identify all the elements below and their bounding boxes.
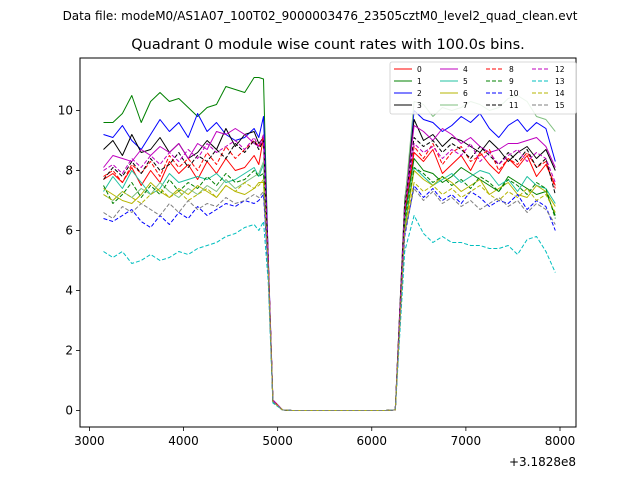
- legend-label-6: 6: [463, 89, 468, 98]
- legend-label-3: 3: [417, 101, 422, 110]
- series-line-2: [103, 110, 556, 411]
- y-tick-label: 2: [65, 344, 73, 358]
- legend-label-14: 14: [555, 89, 565, 98]
- x-tick-label: 8000: [545, 434, 576, 448]
- legend-label-15: 15: [555, 101, 565, 110]
- y-tick-label: 8: [65, 164, 73, 178]
- legend-label-12: 12: [555, 65, 565, 74]
- plot-frame: [79, 57, 577, 428]
- legend-label-5: 5: [463, 77, 468, 86]
- chart-title: Quadrant 0 module wise count rates with …: [131, 37, 525, 53]
- series-line-10: [103, 185, 556, 411]
- legend-label-0: 0: [417, 65, 422, 74]
- series-layer: [103, 77, 556, 411]
- series-line-5: [103, 164, 556, 411]
- legend-label-2: 2: [417, 89, 422, 98]
- series-line-13: [103, 215, 556, 411]
- legend-label-1: 1: [417, 77, 422, 86]
- legend-label-7: 7: [463, 101, 468, 110]
- y-tick-label: 0: [65, 404, 73, 418]
- suptitle: Data file: modeM0/AS1A07_100T02_90000034…: [63, 9, 578, 23]
- legend-label-10: 10: [509, 89, 519, 98]
- series-line-0: [103, 137, 556, 411]
- series-line-6: [103, 170, 556, 411]
- y-tick-label: 6: [65, 224, 73, 238]
- y-tick-label: 4: [65, 284, 73, 298]
- x-tick-label: 4000: [168, 434, 199, 448]
- series-line-15: [103, 188, 556, 411]
- series-line-11: [103, 137, 556, 411]
- legend-label-9: 9: [509, 77, 514, 86]
- legend-frame: [389, 61, 577, 115]
- x-tick-label: 5000: [262, 434, 293, 448]
- legend-label-11: 11: [509, 101, 519, 110]
- y-tick-label: 10: [58, 104, 73, 118]
- series-line-8: [103, 137, 556, 411]
- x-offset-label: +3.1828e8: [509, 455, 576, 469]
- x-axis: 3000 4000 5000 6000 7000 8000: [74, 427, 575, 448]
- series-line-9: [103, 167, 556, 411]
- x-tick-label: 3000: [74, 434, 105, 448]
- series-line-4: [103, 125, 556, 411]
- x-tick-label: 6000: [356, 434, 387, 448]
- legend-label-13: 13: [555, 77, 565, 86]
- series-line-14: [103, 179, 556, 411]
- y-axis: 0 2 4 6 8 10: [58, 104, 80, 418]
- legend-label-4: 4: [463, 65, 468, 74]
- series-line-1: [103, 77, 556, 411]
- legend-label-8: 8: [509, 65, 514, 74]
- x-tick-label: 7000: [451, 434, 482, 448]
